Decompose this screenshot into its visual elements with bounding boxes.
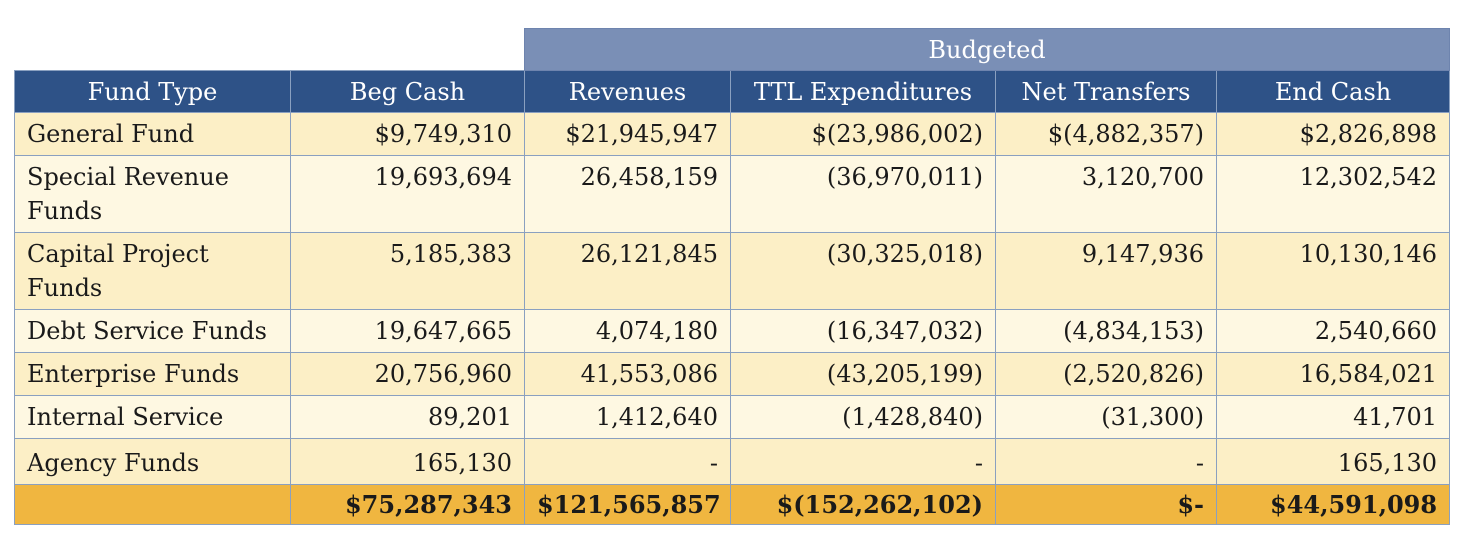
- total-net-transfers-cell: $-: [995, 484, 1217, 525]
- beg-cash-cell: 165,130: [290, 438, 525, 485]
- fund-type-cell: Special Revenue Funds: [14, 155, 291, 233]
- beg-cash-cell: 19,693,694: [290, 155, 525, 233]
- revenues-cell: 4,074,180: [524, 309, 731, 353]
- table-row: Enterprise Funds 20,756,960 41,553,086 (…: [14, 352, 1451, 396]
- expenditures-cell: -: [730, 438, 996, 485]
- column-header-row: Fund Type Beg Cash Revenues TTL Expendit…: [14, 70, 1451, 113]
- totals-label-cell: [14, 484, 291, 525]
- group-header-row: Budgeted: [15, 28, 1451, 71]
- fund-type-cell: Enterprise Funds: [14, 352, 291, 396]
- table-row: Internal Service 89,201 1,412,640 (1,428…: [14, 395, 1451, 439]
- column-header-beg-cash: Beg Cash: [290, 70, 525, 113]
- fund-type-cell: Capital Project Funds: [14, 232, 291, 310]
- table-row: Agency Funds 165,130 - - - 165,130: [14, 438, 1451, 485]
- beg-cash-cell: 5,185,383: [290, 232, 525, 310]
- net-transfers-cell: 3,120,700: [995, 155, 1217, 233]
- revenues-cell: -: [524, 438, 731, 485]
- table-row: Debt Service Funds 19,647,665 4,074,180 …: [14, 309, 1451, 353]
- column-header-ttl-expenditures: TTL Expenditures: [730, 70, 996, 113]
- end-cash-cell: $2,826,898: [1215, 112, 1451, 156]
- table-row: Capital Project Funds 5,185,383 26,121,8…: [14, 232, 1451, 310]
- end-cash-cell: 10,130,146: [1215, 232, 1451, 310]
- beg-cash-cell: 89,201: [290, 395, 525, 439]
- revenues-cell: 26,458,159: [524, 155, 731, 233]
- total-revenues-cell: $121,565,857: [524, 484, 731, 525]
- table-row: General Fund $9,749,310 $21,945,947 $(23…: [14, 112, 1451, 156]
- revenues-cell: $21,945,947: [524, 112, 731, 156]
- net-transfers-cell: 9,147,936: [995, 232, 1217, 310]
- column-header-end-cash: End Cash: [1215, 70, 1451, 113]
- end-cash-cell: 41,701: [1215, 395, 1451, 439]
- total-beg-cash-cell: $75,287,343: [290, 484, 525, 525]
- beg-cash-cell: $9,749,310: [290, 112, 525, 156]
- fund-type-cell: General Fund: [14, 112, 291, 156]
- net-transfers-cell: (2,520,826): [995, 352, 1217, 396]
- net-transfers-cell: -: [995, 438, 1217, 485]
- expenditures-cell: (30,325,018): [730, 232, 996, 310]
- end-cash-cell: 2,540,660: [1215, 309, 1451, 353]
- end-cash-cell: 165,130: [1215, 438, 1451, 485]
- table-row: Special Revenue Funds 19,693,694 26,458,…: [14, 155, 1451, 233]
- expenditures-cell: (16,347,032): [730, 309, 996, 353]
- net-transfers-cell: $(4,882,357): [995, 112, 1217, 156]
- totals-row: $75,287,343 $121,565,857 $(152,262,102) …: [14, 484, 1451, 525]
- expenditures-cell: $(23,986,002): [730, 112, 996, 156]
- fund-type-cell: Internal Service: [14, 395, 291, 439]
- expenditures-cell: (43,205,199): [730, 352, 996, 396]
- revenues-cell: 1,412,640: [524, 395, 731, 439]
- revenues-cell: 41,553,086: [524, 352, 731, 396]
- column-header-revenues: Revenues: [524, 70, 731, 113]
- expenditures-cell: (36,970,011): [730, 155, 996, 233]
- beg-cash-cell: 19,647,665: [290, 309, 525, 353]
- fund-type-cell: Agency Funds: [14, 438, 291, 485]
- end-cash-cell: 12,302,542: [1215, 155, 1451, 233]
- fund-type-cell: Debt Service Funds: [14, 309, 291, 353]
- budgeted-group-header: Budgeted: [523, 28, 1451, 71]
- fund-cash-table: Budgeted Fund Type Beg Cash Revenues TTL…: [14, 28, 1451, 525]
- column-header-fund-type: Fund Type: [14, 70, 291, 113]
- beg-cash-cell: 20,756,960: [290, 352, 525, 396]
- column-header-net-transfers: Net Transfers: [995, 70, 1217, 113]
- revenues-cell: 26,121,845: [524, 232, 731, 310]
- net-transfers-cell: (31,300): [995, 395, 1217, 439]
- end-cash-cell: 16,584,021: [1215, 352, 1451, 396]
- expenditures-cell: (1,428,840): [730, 395, 996, 439]
- net-transfers-cell: (4,834,153): [995, 309, 1217, 353]
- group-header-blank: [15, 29, 525, 71]
- total-expenditures-cell: $(152,262,102): [730, 484, 996, 525]
- total-end-cash-cell: $44,591,098: [1215, 484, 1451, 525]
